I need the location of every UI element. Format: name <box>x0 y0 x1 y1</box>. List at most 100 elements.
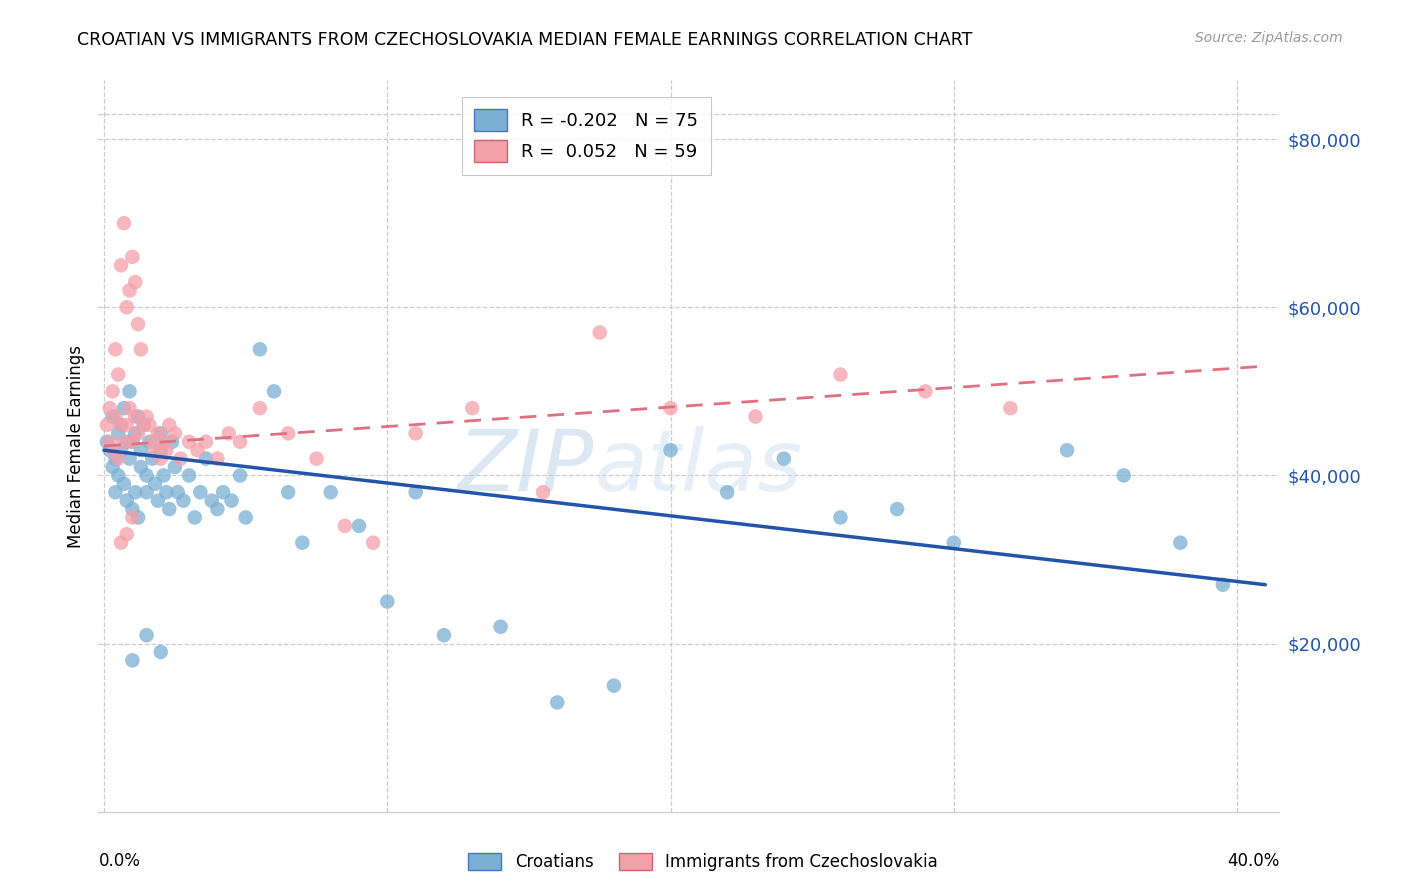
Point <box>229 434 252 449</box>
Point <box>110 535 132 549</box>
Point <box>207 502 229 516</box>
Point <box>830 510 852 524</box>
Point <box>104 409 127 424</box>
Point <box>96 417 118 432</box>
Point <box>135 628 157 642</box>
Point <box>138 417 160 432</box>
Point <box>195 451 218 466</box>
Text: Source: ZipAtlas.com: Source: ZipAtlas.com <box>1195 31 1343 45</box>
Point <box>830 368 852 382</box>
Point <box>207 451 229 466</box>
Point <box>305 451 328 466</box>
Point <box>433 628 456 642</box>
Point <box>146 493 169 508</box>
Point <box>319 485 342 500</box>
Point <box>141 451 163 466</box>
Point <box>375 594 398 608</box>
Point <box>98 443 121 458</box>
Point <box>1056 443 1078 458</box>
Point <box>115 417 138 432</box>
Point <box>101 384 124 399</box>
Point <box>942 535 965 549</box>
Point <box>127 426 149 441</box>
Point <box>183 510 205 524</box>
Point <box>152 434 174 449</box>
Legend: R = -0.202   N = 75, R =  0.052   N = 59: R = -0.202 N = 75, R = 0.052 N = 59 <box>461 96 711 175</box>
Point <box>115 527 138 541</box>
Point <box>1168 535 1191 549</box>
Point <box>229 468 252 483</box>
Point <box>489 620 512 634</box>
Point <box>124 485 146 500</box>
Point <box>212 485 235 500</box>
Point <box>277 485 299 500</box>
Point <box>249 401 271 416</box>
Point <box>135 485 157 500</box>
Point <box>1000 401 1022 416</box>
Point <box>101 409 124 424</box>
Point <box>744 409 766 424</box>
Point <box>112 216 135 230</box>
Point <box>107 426 129 441</box>
Y-axis label: Median Female Earnings: Median Female Earnings <box>66 344 84 548</box>
Point <box>405 426 427 441</box>
Point <box>124 409 146 424</box>
Point <box>291 535 314 549</box>
Point <box>118 401 141 416</box>
Point <box>129 343 152 357</box>
Point <box>101 443 124 458</box>
Point <box>1212 578 1234 592</box>
Text: 0.0%: 0.0% <box>98 852 141 870</box>
Point <box>115 434 138 449</box>
Point <box>110 417 132 432</box>
Point <box>101 460 124 475</box>
Point <box>118 451 141 466</box>
Point <box>405 485 427 500</box>
Point <box>201 493 224 508</box>
Point <box>138 434 160 449</box>
Point <box>115 493 138 508</box>
Point <box>107 468 129 483</box>
Point <box>461 401 484 416</box>
Point <box>187 443 209 458</box>
Point <box>118 284 141 298</box>
Text: atlas: atlas <box>595 426 803 509</box>
Point <box>98 401 121 416</box>
Point <box>659 443 682 458</box>
Point <box>603 679 626 693</box>
Point <box>143 443 166 458</box>
Point <box>143 476 166 491</box>
Point <box>110 443 132 458</box>
Point <box>163 460 186 475</box>
Point <box>121 510 143 524</box>
Point <box>121 653 143 667</box>
Point <box>107 368 129 382</box>
Point <box>121 250 143 264</box>
Point <box>886 502 908 516</box>
Point <box>772 451 794 466</box>
Point <box>124 426 146 441</box>
Point <box>107 451 129 466</box>
Text: CROATIAN VS IMMIGRANTS FROM CZECHOSLOVAKIA MEDIAN FEMALE EARNINGS CORRELATION CH: CROATIAN VS IMMIGRANTS FROM CZECHOSLOVAK… <box>77 31 973 49</box>
Point <box>347 519 370 533</box>
Point <box>157 502 180 516</box>
Point <box>249 343 271 357</box>
Point <box>263 384 285 399</box>
Point <box>104 485 127 500</box>
Point <box>98 434 121 449</box>
Point <box>235 510 257 524</box>
Point <box>110 417 132 432</box>
Point <box>124 275 146 289</box>
Point <box>112 434 135 449</box>
Point <box>195 434 218 449</box>
Point <box>218 426 240 441</box>
Point <box>177 468 200 483</box>
Point <box>146 426 169 441</box>
Point <box>149 426 172 441</box>
Point <box>155 443 177 458</box>
Point <box>914 384 936 399</box>
Point <box>135 468 157 483</box>
Point <box>118 384 141 399</box>
Point <box>177 434 200 449</box>
Point <box>221 493 243 508</box>
